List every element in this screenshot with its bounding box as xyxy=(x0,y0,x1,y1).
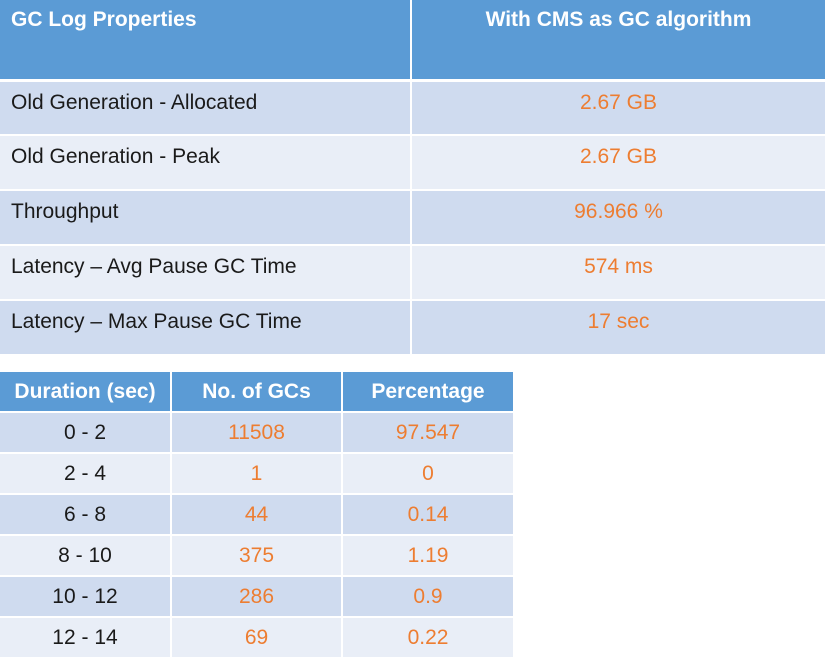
property-label: Latency – Max Pause GC Time xyxy=(0,300,412,356)
table-row: Latency – Avg Pause GC Time 574 ms xyxy=(0,245,825,301)
duration-cell: 8 - 10 xyxy=(0,535,171,577)
gc-count-cell: 44 xyxy=(170,494,342,536)
property-value: 17 sec xyxy=(411,300,825,356)
property-label: Old Generation - Allocated xyxy=(0,80,412,136)
property-value: 574 ms xyxy=(411,245,825,301)
table-header-row: Duration (sec) No. of GCs Percentage xyxy=(0,372,513,413)
table-row: Old Generation - Peak 2.67 GB xyxy=(0,135,825,191)
table-row: 0 - 2 11508 97.547 xyxy=(0,412,513,454)
property-value: 96.966 % xyxy=(411,190,825,246)
property-label: Throughput xyxy=(0,190,412,246)
duration-cell: 2 - 4 xyxy=(0,453,171,495)
property-value: 2.67 GB xyxy=(411,80,825,136)
header-duration: Duration (sec) xyxy=(0,372,171,413)
percentage-cell: 97.547 xyxy=(341,412,513,454)
gc-properties-table: GC Log Properties With CMS as GC algorit… xyxy=(0,0,825,356)
percentage-cell: 0.22 xyxy=(341,617,513,659)
table-row: Latency – Max Pause GC Time 17 sec xyxy=(0,300,825,356)
header-gc-count: No. of GCs xyxy=(170,372,342,413)
percentage-cell: 0.9 xyxy=(341,576,513,618)
header-percentage: Percentage xyxy=(341,372,513,413)
gc-count-cell: 375 xyxy=(170,535,342,577)
table-row: Throughput 96.966 % xyxy=(0,190,825,246)
property-value: 2.67 GB xyxy=(411,135,825,191)
gc-duration-distribution-table: Duration (sec) No. of GCs Percentage 0 -… xyxy=(0,372,513,659)
percentage-cell: 0.14 xyxy=(341,494,513,536)
duration-cell: 10 - 12 xyxy=(0,576,171,618)
property-label: Latency – Avg Pause GC Time xyxy=(0,245,412,301)
table-row: 10 - 12 286 0.9 xyxy=(0,576,513,618)
gc-count-cell: 1 xyxy=(170,453,342,495)
gc-count-cell: 286 xyxy=(170,576,342,618)
gc-count-cell: 69 xyxy=(170,617,342,659)
gc-count-cell: 11508 xyxy=(170,412,342,454)
table-row: Old Generation - Allocated 2.67 GB xyxy=(0,80,825,136)
duration-cell: 12 - 14 xyxy=(0,617,171,659)
header-cms-algorithm: With CMS as GC algorithm xyxy=(411,0,825,82)
property-label: Old Generation - Peak xyxy=(0,135,412,191)
table-header-row: GC Log Properties With CMS as GC algorit… xyxy=(0,0,825,82)
header-gc-log-properties: GC Log Properties xyxy=(0,0,412,82)
table-row: 8 - 10 375 1.19 xyxy=(0,535,513,577)
percentage-cell: 1.19 xyxy=(341,535,513,577)
table-row: 2 - 4 1 0 xyxy=(0,453,513,495)
percentage-cell: 0 xyxy=(341,453,513,495)
table-row: 6 - 8 44 0.14 xyxy=(0,494,513,536)
duration-cell: 6 - 8 xyxy=(0,494,171,536)
table-row: 12 - 14 69 0.22 xyxy=(0,617,513,659)
duration-cell: 0 - 2 xyxy=(0,412,171,454)
